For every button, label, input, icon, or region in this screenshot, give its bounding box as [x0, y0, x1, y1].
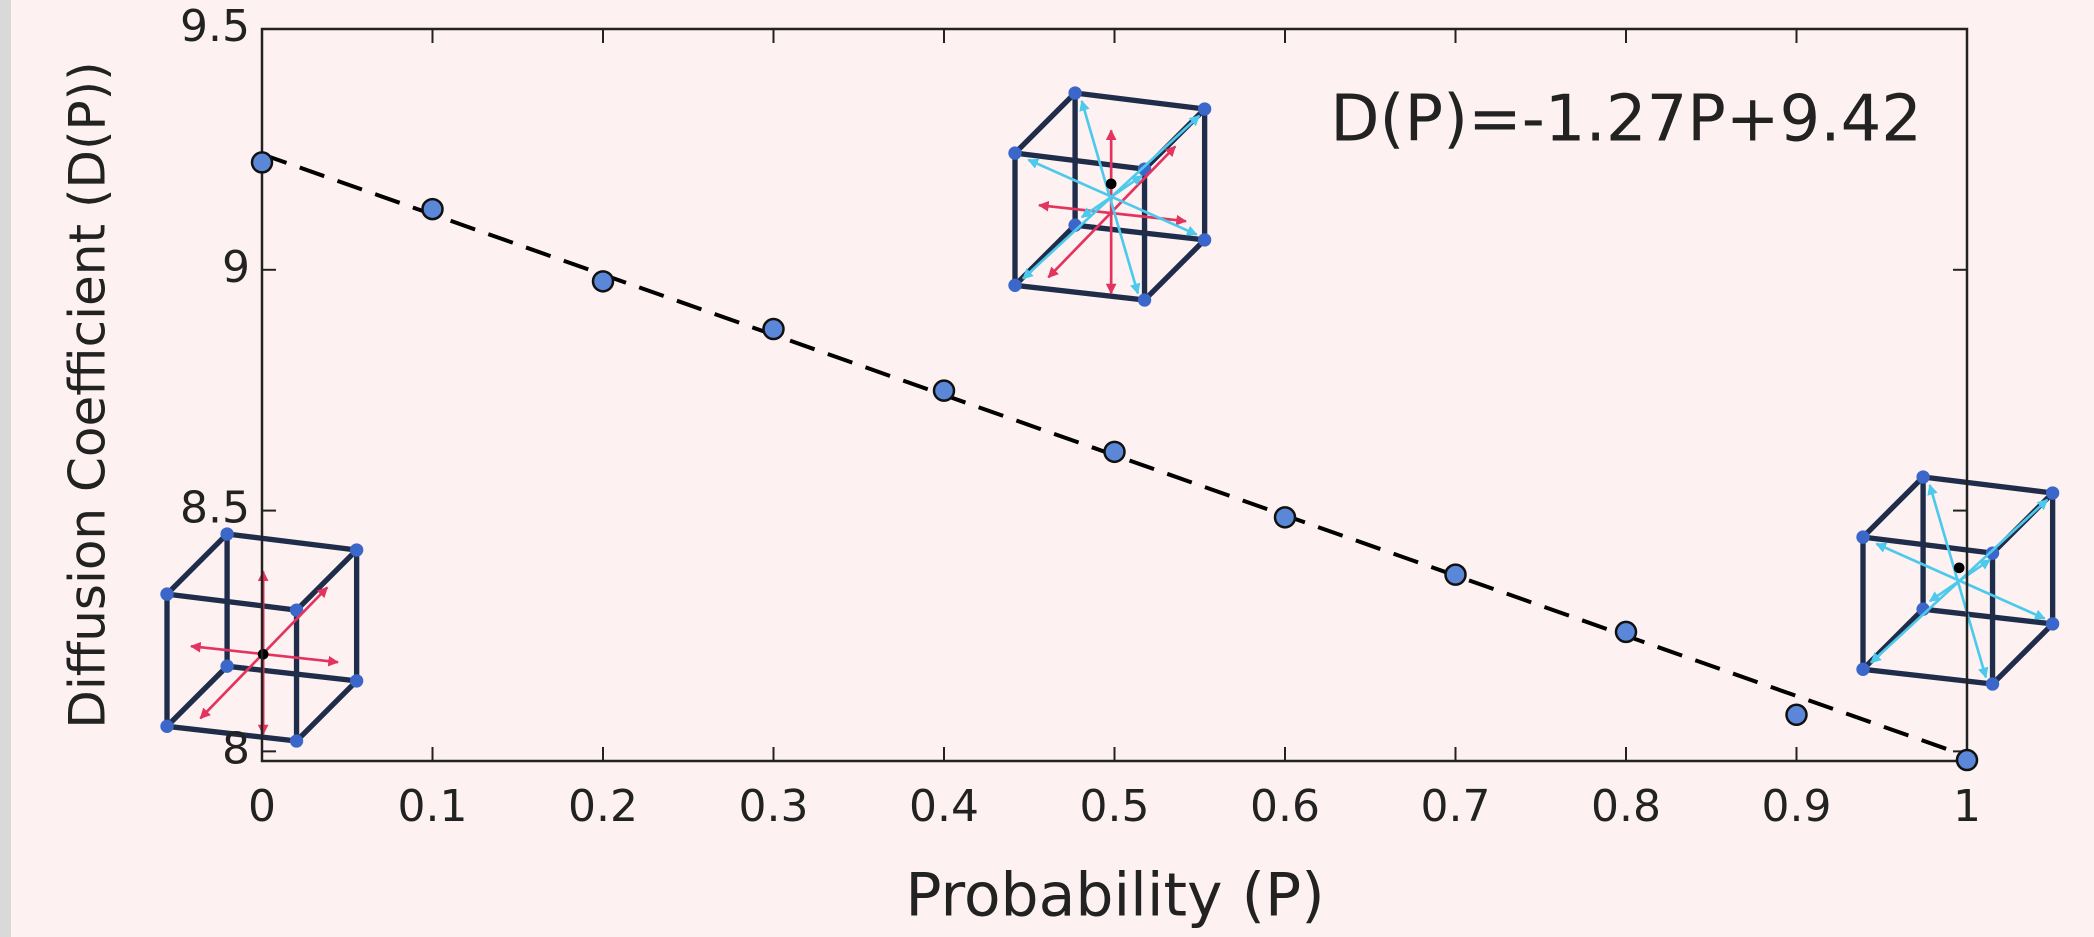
x-tick-label: 0.9	[1762, 781, 1832, 832]
data-point	[1614, 620, 1638, 644]
data-point	[932, 379, 956, 402]
x-tick-label: 0.8	[1591, 781, 1661, 832]
y-tick-label: 9.5	[180, 1, 250, 52]
x-tick-label: 0	[248, 781, 276, 832]
cube-illustration	[1856, 470, 2059, 690]
x-tick-label: 0.4	[909, 781, 979, 832]
x-tick-label: 0.2	[568, 781, 638, 832]
x-tick-label: 0.1	[398, 781, 468, 832]
y-tick-label: 8	[222, 723, 250, 774]
x-axis-label: Probability (P)	[905, 861, 1324, 931]
y-tick-label: 8.5	[180, 483, 250, 534]
y-axis-label: Diffusion Coefficient (D(P))	[59, 61, 117, 728]
x-tick-label: 0.3	[739, 781, 809, 832]
side-strip	[0, 0, 11, 937]
data-point	[591, 270, 615, 293]
data-point	[762, 317, 785, 341]
data-point	[1785, 703, 1808, 727]
cube-illustration	[1008, 86, 1211, 306]
data-point	[1444, 563, 1467, 586]
data-point	[250, 151, 274, 174]
x-tick-label: 1	[1953, 781, 1981, 832]
y-tick-label: 9	[222, 242, 250, 293]
equation-annotation: D(P)=-1.27P+9.42	[1330, 83, 1922, 157]
data-point	[1273, 506, 1297, 529]
x-tick-label: 0.7	[1421, 781, 1491, 832]
x-tick-label: 0.6	[1250, 781, 1320, 832]
data-point	[421, 197, 444, 221]
data-point	[1103, 440, 1126, 464]
data-point	[1955, 748, 1979, 772]
x-tick-label: 0.5	[1080, 781, 1150, 832]
